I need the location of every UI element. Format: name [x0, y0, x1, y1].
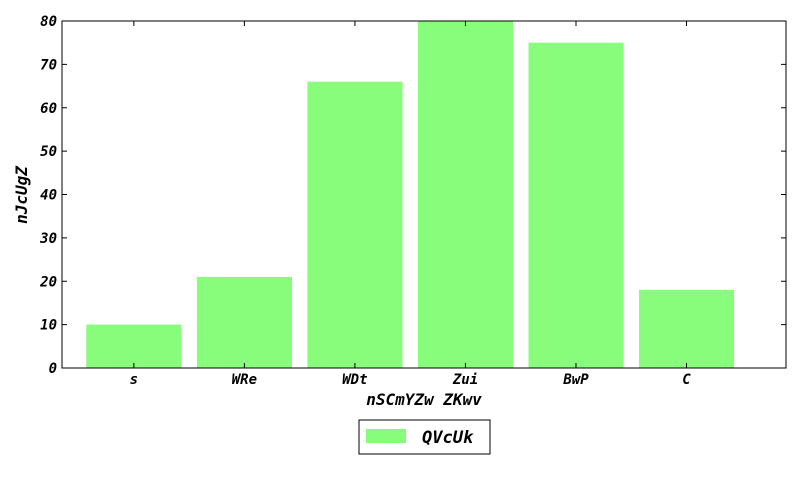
- y-axis-title: nJcUgZ: [12, 165, 31, 224]
- x-axis: s WRe WDt Zui BwP C: [130, 21, 691, 388]
- bar-BwP: [528, 42, 624, 368]
- y-tick-label: 20: [39, 274, 57, 290]
- bar-C: [639, 289, 735, 368]
- legend-swatch: [366, 429, 406, 443]
- legend-label: QVcUk: [422, 428, 474, 448]
- y-tick-label: 80: [40, 14, 57, 30]
- bar-WRe: [196, 276, 292, 368]
- x-tick-label: WDt: [342, 372, 367, 388]
- x-tick-label: WRe: [232, 372, 257, 388]
- x-tick-label: C: [682, 372, 691, 388]
- legend: QVcUk: [358, 419, 491, 455]
- bar-s: [86, 324, 182, 368]
- y-tick-label: 40: [40, 188, 57, 204]
- bars-group: [86, 21, 735, 368]
- bar-WDt: [307, 81, 403, 368]
- y-tick-label: 10: [40, 318, 57, 334]
- y-tick-label: 0: [49, 361, 57, 377]
- x-axis-title: nSCmYZw ZKwv: [366, 390, 482, 409]
- x-tick-label: s: [130, 372, 138, 388]
- y-tick-label: 70: [40, 57, 57, 73]
- y-tick-label: 30: [39, 231, 57, 247]
- x-tick-label: Zui: [452, 372, 478, 388]
- y-tick-label: 60: [40, 101, 57, 117]
- y-axis: 0 10 20 30 40 50 60 70 80: [39, 14, 786, 377]
- y-tick-label: 50: [40, 144, 57, 160]
- x-tick-label: BwP: [562, 372, 589, 388]
- bar-Zui: [417, 21, 513, 368]
